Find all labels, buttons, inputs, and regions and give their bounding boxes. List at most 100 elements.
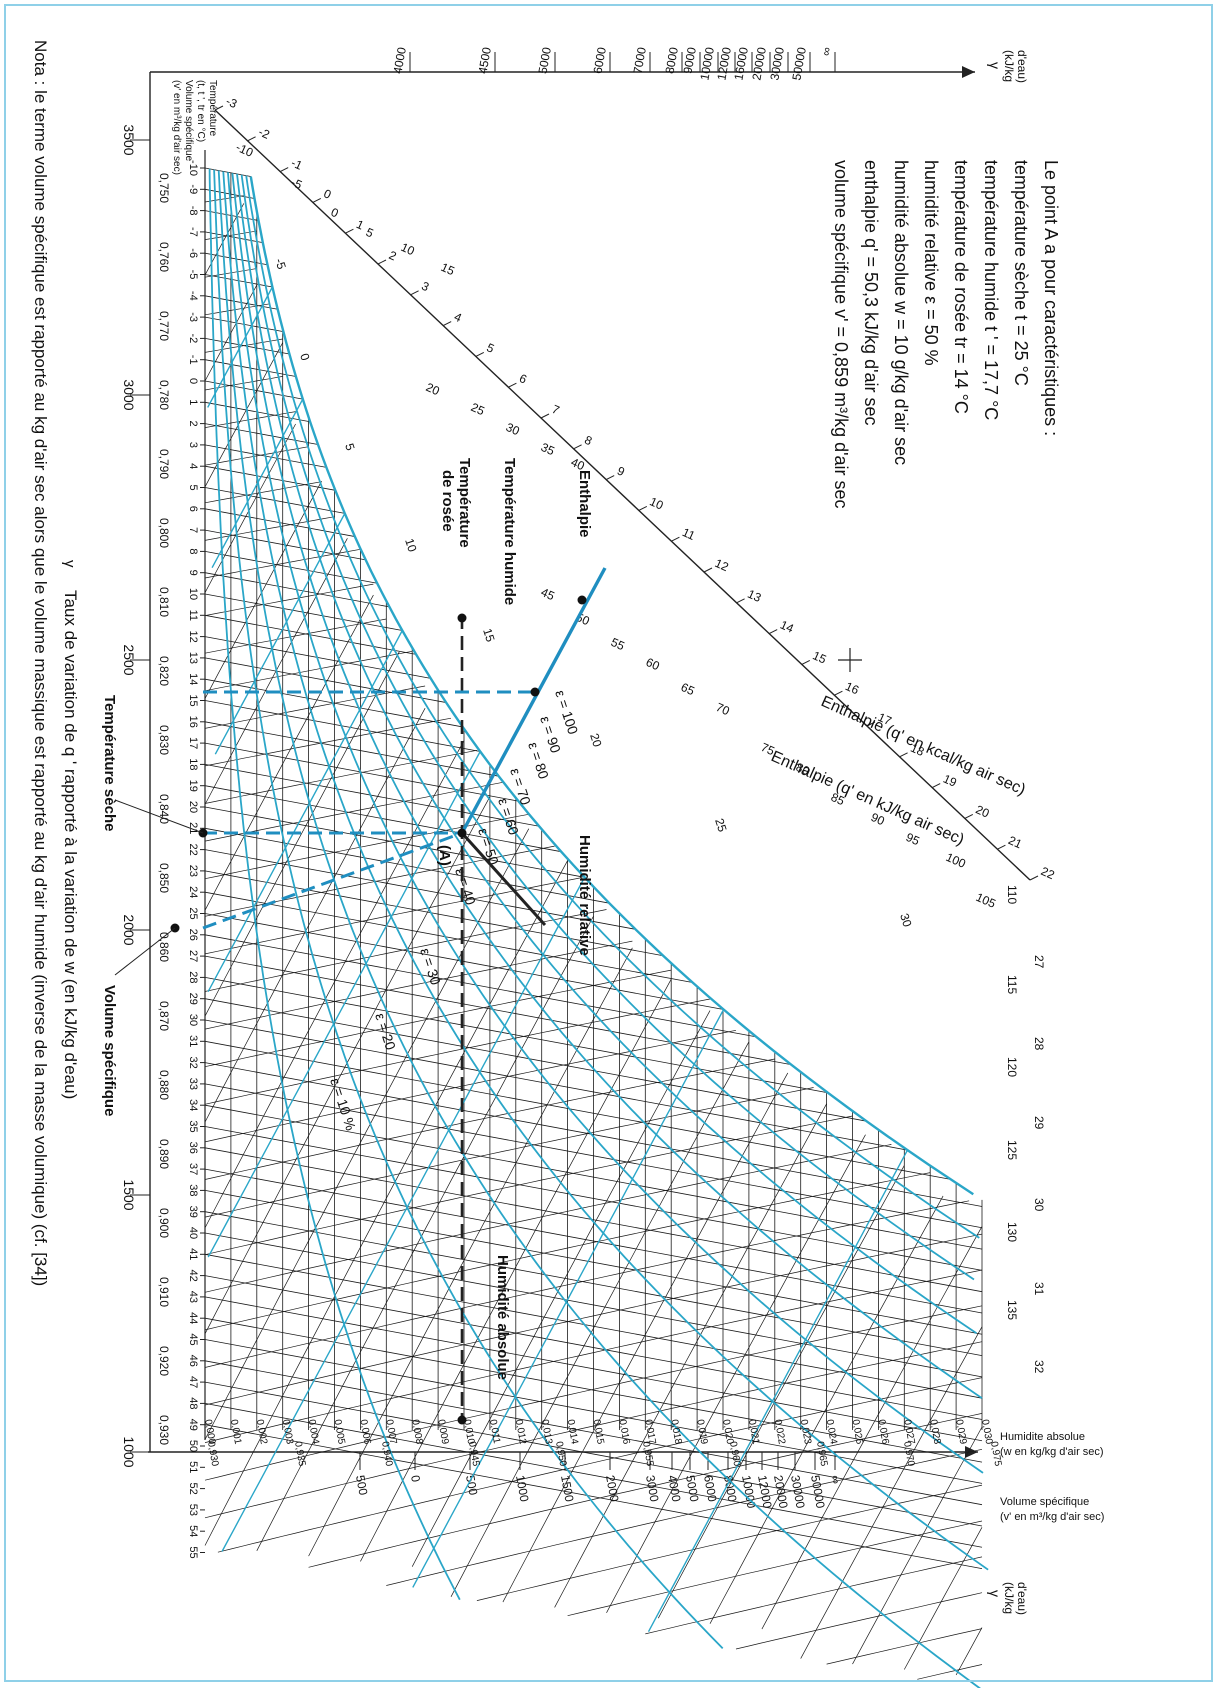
temperature-tick-label: 38 [187, 1184, 199, 1196]
enthalpy-line [204, 651, 400, 1017]
enthalpy-kcal-tick-label: 4 [452, 310, 464, 326]
specific-volume-line [204, 717, 452, 767]
gamma-symbol-bottom: γ [987, 1590, 1003, 1597]
enthalpy-line [204, 860, 568, 1546]
temperature-tick-label: 43 [187, 1291, 199, 1303]
specific-volume-line [204, 548, 361, 579]
humidity-tick-label: 0,009 [435, 1419, 450, 1446]
gamma-bottom-tick-label: 10000 [739, 1474, 759, 1510]
wet-bulb-line [207, 751, 481, 1258]
enthalpy-kj-tick-label: 10 [399, 240, 417, 258]
gamma-left-tick-label: 2000 [121, 914, 137, 945]
enthalpy-kj-tick-label: 65 [679, 680, 697, 698]
info-line: volume spécifique v' = 0,859 m³/kg d'air… [831, 160, 851, 509]
humidity-tick-label: 0,026 [875, 1419, 890, 1446]
humidity-tick-label: 0,000 [202, 1419, 217, 1446]
specific-volume-line [386, 1448, 983, 1586]
enthalpy-kcal-tick [703, 567, 713, 573]
enthalpy-kcal-tick [377, 259, 387, 265]
specific-volume-line [204, 481, 322, 504]
enthalpy-kcal-tick [279, 167, 289, 173]
temperature-tick-label: -9 [187, 184, 199, 194]
enthalpy-kcal-tick-label: 32 [1032, 1360, 1046, 1374]
enthalpy-kj-tick-label: 35 [539, 440, 557, 458]
humidity-axis-label: Humidite absolue [1000, 1431, 1085, 1443]
humidity-tick-label: 0,018 [668, 1419, 683, 1446]
isotherm-line [204, 934, 757, 1038]
temperature-tick-label: -8 [187, 206, 199, 216]
enthalpy-kcal-tick [214, 105, 224, 111]
temperature-tick-label: 44 [187, 1312, 199, 1324]
volume-bottom-tick-label: 0,940 [379, 1441, 394, 1468]
enthalpy-line [606, 1134, 866, 1613]
specific-volume-line [204, 446, 309, 466]
enthalpy-line [256, 916, 594, 1551]
enthalpy-kj-tick-label: 20 [424, 380, 442, 398]
humidity-tick-label: 0,013 [539, 1419, 554, 1446]
temperature-tick-label: 51 [187, 1461, 199, 1473]
enthalpy-kcal-tick-label: 12 [713, 556, 731, 574]
temperature-tick-label: 53 [187, 1504, 199, 1516]
enthalpy-kcal-tick-label: 30 [1032, 1198, 1046, 1212]
specific-volume-line [567, 1520, 983, 1617]
temperature-tick-label: 21 [187, 822, 199, 834]
construction-point [530, 687, 540, 697]
temperature-tick-label: 28 [187, 971, 199, 983]
enthalpy-kcal-tick-label: 7 [550, 402, 562, 418]
enthalpy-kcal-tick-label: 5 [485, 340, 497, 356]
enthalpy-kj-tick-label: 80 [794, 760, 812, 778]
info-line: température sèche t = 25 °C [1011, 160, 1031, 386]
volume-bottom-tick-label: 0,945 [466, 1441, 481, 1468]
temperature-tick-label: 45 [187, 1333, 199, 1345]
wet-bulb-tick-label: 15 [480, 627, 498, 644]
volume-bottom-tick-label: 0,950 [553, 1441, 568, 1468]
callout-temperature-humide: Température humide [501, 458, 518, 605]
humidity-tick-label: 0,016 [616, 1419, 631, 1446]
rh-label: ε = 40 [452, 866, 479, 907]
isotherm-line [204, 806, 585, 878]
volume-bottom-label: (v' en m³/kg d'air sec) [1000, 1511, 1104, 1523]
wet-bulb-tick-label: 20 [587, 732, 605, 749]
volume-bottom-tick-label: 0,935 [292, 1441, 307, 1468]
rh-curve-80 [240, 174, 975, 1281]
humidity-tick-label: 0,014 [565, 1419, 580, 1446]
temperature-tick-label: 52 [187, 1482, 199, 1494]
temperature-tick-label: 26 [187, 929, 199, 941]
enthalpy-kcal-tick [801, 659, 811, 665]
gamma-top-tick-label: ∞ [819, 46, 834, 57]
enthalpy-kcal-tick-label: 9 [615, 464, 627, 480]
enthalpy-kcal-tick [931, 783, 941, 789]
humidity-tick-label: 0,003 [280, 1419, 295, 1446]
callout-leader [114, 799, 204, 834]
humidity-tick-label: 0,001 [228, 1419, 243, 1446]
gamma-bottom-tick-label: 50000 [808, 1474, 828, 1510]
temperature-scale: -10-9-8-7-6-5-4-3-2-10123456789101112131… [157, 80, 218, 1559]
enthalpy-kj-tick-label: 30 [504, 420, 522, 438]
enthalpy-kcal-tick-label: 10 [648, 494, 666, 512]
isotherm-line [204, 827, 610, 904]
volume-tick-label: 0,750 [157, 173, 171, 203]
enthalpy-kcal-tick-label: 21 [1006, 833, 1024, 851]
temperature-tick-label: -5 [187, 270, 199, 280]
temperature-tick-label: 12 [187, 630, 199, 642]
volume-tick-label: 0,780 [157, 380, 171, 410]
info-heading: Le point A a pour caractéristiques : [1041, 160, 1061, 436]
isotherm-line [204, 870, 664, 957]
enthalpy-kcal-tick-label: -1 [289, 156, 305, 173]
temperature-tick-label: 17 [187, 737, 199, 749]
volume-tick-label: 0,890 [157, 1139, 171, 1169]
volume-bottom-tick-label: 0,975 [988, 1441, 1003, 1468]
gamma-top-tick-label: 10000 [697, 46, 717, 82]
enthalpy-kcal-tick-label: 17 [876, 710, 894, 728]
isotherm-line [204, 998, 867, 1122]
callout-temperature-rosee: de rosée [439, 470, 456, 532]
humidity-tick-label: 0,019 [694, 1419, 709, 1446]
temperature-tick-label: 11 [187, 610, 199, 621]
info-line: humidité absolue w = 10 g/kg d'air sec [891, 160, 911, 465]
enthalpy-kcal-tick-label: 3 [419, 279, 431, 295]
rh-curve-70 [236, 173, 978, 1335]
isotherm-line [204, 764, 540, 827]
specific-volume-line [308, 1413, 983, 1568]
enthalpy-line [800, 1326, 983, 1659]
humidity-tick-label: 0,028 [927, 1419, 942, 1446]
